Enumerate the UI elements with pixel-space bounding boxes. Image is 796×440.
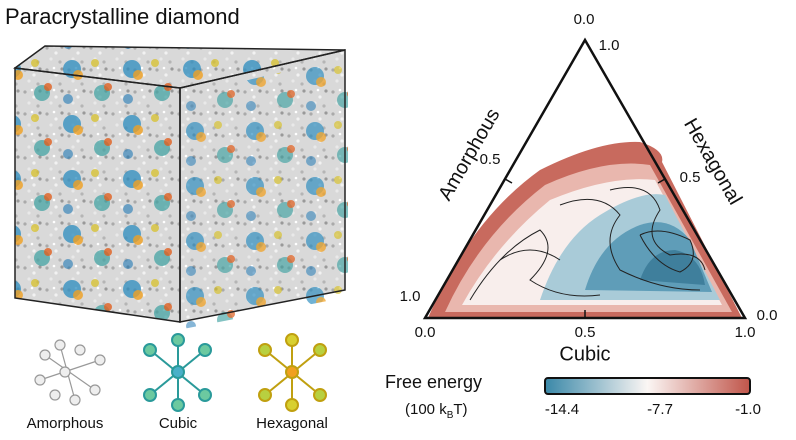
colorbar-tick: -14.4 (545, 401, 579, 418)
unit-part: (100 k (405, 401, 447, 418)
free-energy-map (428, 141, 742, 318)
tick-label: 0.5 (680, 169, 701, 186)
axis-title: Hexagonal (679, 115, 746, 209)
tick-label: 1.0 (735, 324, 756, 341)
structure-label: Hexagonal (256, 415, 328, 432)
axis-title: Cubic (559, 343, 610, 365)
structure-label: Amorphous (27, 415, 104, 432)
ternary-ticks (504, 178, 666, 318)
tick-label: 0.0 (757, 307, 778, 324)
tick-label: 1.0 (400, 288, 421, 305)
hexagonal-icon (258, 333, 327, 412)
unit-part: T) (453, 401, 467, 418)
tick-label: 0.0 (415, 324, 436, 341)
colorbar (544, 377, 751, 395)
colorbar-tick: -1.0 (735, 401, 761, 418)
colorbar-title: Free energy (385, 372, 482, 392)
tick-label: 0.0 (574, 11, 595, 28)
structure-label: Cubic (159, 415, 198, 432)
cube (13, 45, 348, 329)
colorbar-unit: (100 kBT) (405, 401, 468, 421)
amorphous-icon (34, 339, 106, 406)
unit-sub: B (447, 410, 454, 421)
title: Paracrystalline diamond (5, 4, 240, 29)
cubic-icon (143, 333, 212, 412)
tick-label: 0.5 (575, 324, 596, 341)
tick-label: 1.0 (599, 37, 620, 54)
tick-label: 0.5 (480, 151, 501, 168)
colorbar-tick: -7.7 (647, 401, 673, 418)
